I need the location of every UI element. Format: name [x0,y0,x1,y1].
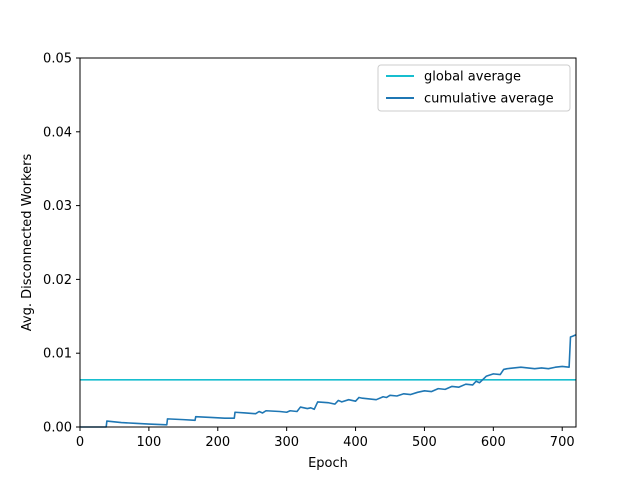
plot-frame [79,57,577,428]
y-axis-label: Avg. Disconnected Workers [20,154,35,332]
legend-box [377,64,571,112]
x-tick-label: 300 [274,435,299,450]
x-axis-label: Epoch [308,456,348,471]
x-tick-label: 500 [412,435,437,450]
plot-series [80,334,577,428]
series-cumulative-average-line [80,334,577,428]
y-tick-label: 0.00 [43,421,72,436]
y-axis-ticks: 0.00 0.01 0.02 0.03 0.04 0.05 [43,52,80,436]
x-tick-label: 700 [550,435,575,450]
y-tick-label: 0.04 [43,125,72,140]
legend-label-global-average: global average [424,70,521,85]
x-axis-ticks: 0 100 200 300 400 500 600 700 [76,427,575,450]
x-tick-label: 0 [76,435,84,450]
y-tick-label: 0.05 [43,52,72,67]
legend: global average cumulative average [377,64,571,112]
x-tick-label: 400 [343,435,368,450]
legend-label-cumulative-average: cumulative average [424,92,554,107]
x-tick-label: 100 [136,435,161,450]
x-tick-label: 200 [205,435,230,450]
y-tick-label: 0.03 [43,199,72,214]
y-tick-label: 0.02 [43,273,72,288]
y-tick-label: 0.01 [43,347,72,362]
x-tick-label: 600 [481,435,506,450]
